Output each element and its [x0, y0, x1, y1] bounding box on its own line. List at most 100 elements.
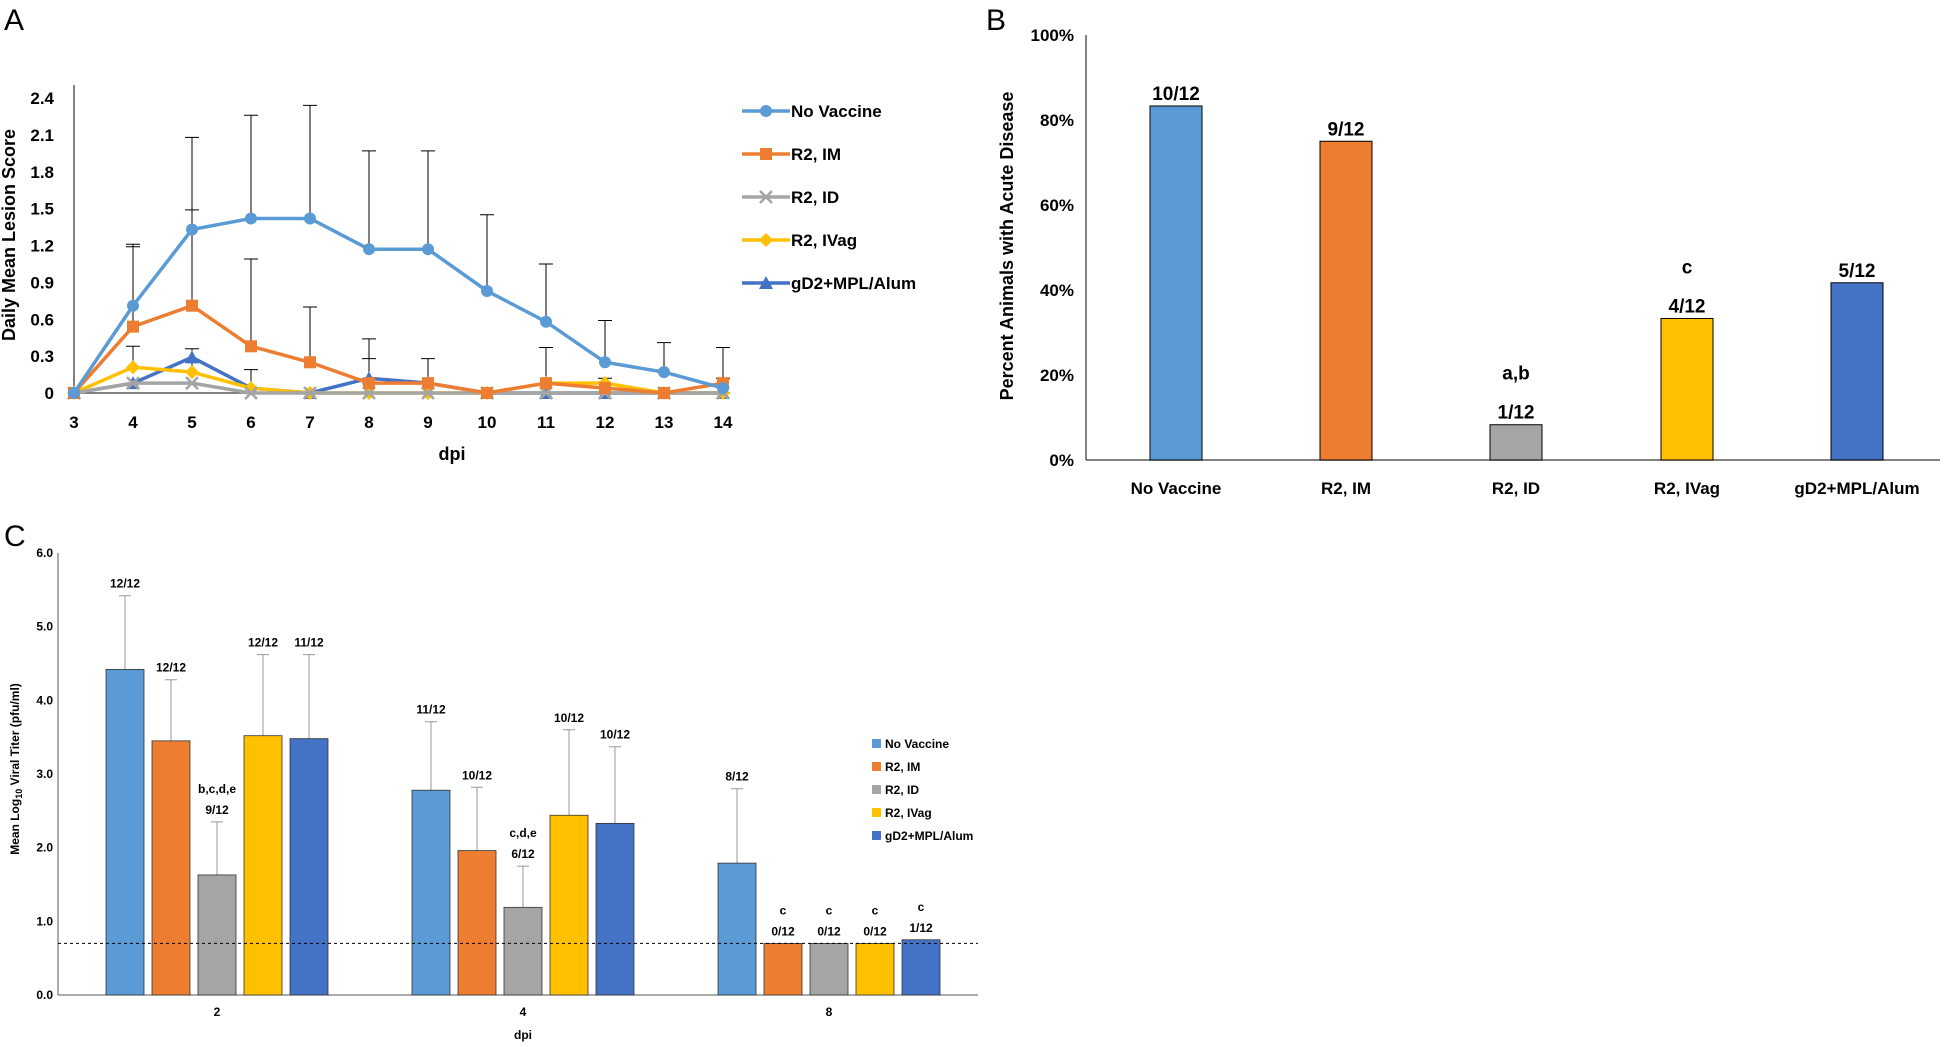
- chart-a-error-bar: [303, 306, 317, 363]
- chart-c-x-tick: 4: [520, 1005, 527, 1019]
- chart-c-y-tick: 4.0: [36, 693, 53, 707]
- chart-c-data-label: 8/12: [725, 770, 749, 784]
- chart-a-y-tick: 2.1: [30, 126, 54, 145]
- chart-a-x-tick: 11: [537, 413, 555, 432]
- chart-a-data-point: [481, 284, 493, 297]
- chart-a-legend-label: No Vaccine: [791, 102, 882, 121]
- chart-a-x-tick: 8: [364, 413, 373, 432]
- chart-c-x-tick: 2: [214, 1005, 221, 1019]
- chart-a-legend-marker: [759, 276, 773, 289]
- chart-a: dpi Daily Mean Lesion Score 0 0.3 0.6 0.9 1.…: [0, 85, 916, 464]
- chart-b-x-tick: gD2+MPL/Alum: [1794, 479, 1919, 498]
- panel-letter-a: A: [4, 4, 24, 37]
- chart-a-x-tick: 10: [478, 413, 497, 432]
- chart-a-legend-label: R2, ID: [791, 188, 839, 207]
- chart-c-legend-label: R2, IVag: [885, 806, 932, 820]
- chart-a-data-point: [185, 350, 199, 364]
- chart-a-y-tick: 1.2: [30, 237, 54, 256]
- chart-a-x-label: dpi: [439, 444, 466, 464]
- chart-c-bar: [901, 939, 941, 996]
- chart-b-y-tick: 20%: [1040, 366, 1074, 385]
- chart-c-bar: [717, 862, 757, 996]
- chart-a-legend-marker: [759, 190, 773, 204]
- chart-c-bar: [151, 740, 191, 996]
- chart-c-error-bar: [165, 679, 177, 741]
- chart-b-data-label: 1/12: [1498, 403, 1535, 424]
- chart-a-data-point: [363, 243, 375, 256]
- chart-a-error-bar: [303, 104, 317, 219]
- chart-a-legend-marker: [759, 233, 773, 247]
- chart-c-legend-swatch: [872, 831, 881, 840]
- chart-c-y-label: Mean Log10 Viral Titer (pfu/ml): [8, 683, 24, 855]
- chart-c-error-bar: [425, 721, 437, 791]
- chart-a-data-point: [540, 377, 552, 390]
- chart-c-data-label: 0/12: [817, 924, 841, 938]
- chart-a-error-bar: [126, 243, 140, 327]
- chart-a-data-point: [127, 320, 139, 333]
- chart-a-y-tick: 0.6: [30, 310, 54, 329]
- chart-c-error-bar: [563, 729, 575, 816]
- chart-a-error-bar: [598, 319, 612, 363]
- chart-a-data-point: [245, 212, 257, 225]
- chart-b-bar: [1489, 424, 1543, 461]
- chart-c-data-label: 6/12: [511, 847, 535, 861]
- chart-a-x-tick: 3: [69, 413, 78, 432]
- chart-a-error-bar: [421, 150, 435, 250]
- chart-a-data-point: [304, 212, 316, 225]
- chart-c-bar: [595, 822, 635, 996]
- chart-b-data-label: 4/12: [1669, 296, 1706, 317]
- chart-b-y-tick: 0%: [1049, 451, 1074, 470]
- chart-c-error-bar: [257, 654, 269, 736]
- chart-c-legend-label: gD2+MPL/Alum: [885, 829, 973, 843]
- chart-a-data-point: [185, 365, 199, 380]
- chart-c-x-label: dpi: [514, 1028, 532, 1042]
- chart-a-error-bar: [244, 114, 258, 219]
- chart-a-x-tick: 9: [423, 413, 432, 432]
- chart-c-error-bar: [471, 786, 483, 851]
- chart-a-error-bar: [244, 258, 258, 347]
- chart-c-bar: [549, 814, 589, 996]
- chart-b-y-tick: 40%: [1040, 281, 1074, 300]
- chart-c-annotation: c: [780, 903, 787, 917]
- chart-b-bar: [1319, 140, 1373, 461]
- chart-c-bar: [289, 738, 329, 996]
- chart-c-data-label: 11/12: [416, 703, 446, 717]
- chart-c-data-label: 0/12: [863, 924, 887, 938]
- chart-b-bar: [1830, 282, 1884, 461]
- chart-a-y-tick: 0.9: [30, 273, 54, 292]
- chart-a-series-line: [72, 216, 724, 394]
- chart-a-data-point: [422, 377, 434, 390]
- chart-c-error-bar: [731, 788, 743, 864]
- chart-c-bar: [243, 735, 283, 996]
- chart-a-data-point: [599, 382, 611, 395]
- chart-c-bar: [457, 850, 497, 996]
- chart-c-bar: [855, 943, 895, 996]
- panel-letter-b: B: [986, 4, 1006, 37]
- chart-b-x-tick: R2, ID: [1492, 479, 1540, 498]
- chart-c: dpi Mean Log10 Viral Titer (pfu/ml) 0.0 1…: [8, 546, 978, 1042]
- chart-a-data-point: [422, 243, 434, 256]
- chart-a-data-point: [244, 386, 258, 400]
- chart-c-annotation: c: [826, 903, 833, 917]
- chart-b-x-tick: No Vaccine: [1131, 479, 1222, 498]
- chart-a-data-point: [68, 387, 80, 399]
- chart-c-legend-label: R2, ID: [885, 783, 919, 797]
- chart-a-x-tick: 13: [655, 413, 674, 432]
- chart-c-bar: [411, 789, 451, 996]
- chart-a-legend-marker: [760, 148, 772, 160]
- chart-c-bar: [105, 668, 145, 996]
- chart-b-data-label: 10/12: [1152, 84, 1200, 105]
- chart-c-error-bar: [517, 865, 529, 908]
- chart-c-error-bar: [211, 821, 223, 875]
- chart-c-y-tick: 6.0: [36, 546, 53, 560]
- chart-c-annotation: c,d,e: [509, 826, 537, 840]
- chart-b-data-label: 9/12: [1328, 119, 1365, 140]
- chart-c-error-bar: [609, 746, 621, 824]
- chart-a-y-tick: 1.5: [30, 200, 54, 219]
- chart-b-data-label: 5/12: [1839, 261, 1876, 282]
- chart-a-data-point: [303, 386, 317, 400]
- chart-c-legend-swatch: [872, 739, 881, 748]
- chart-a-data-point: [481, 387, 493, 399]
- chart-a-y-tick: 0: [45, 384, 54, 403]
